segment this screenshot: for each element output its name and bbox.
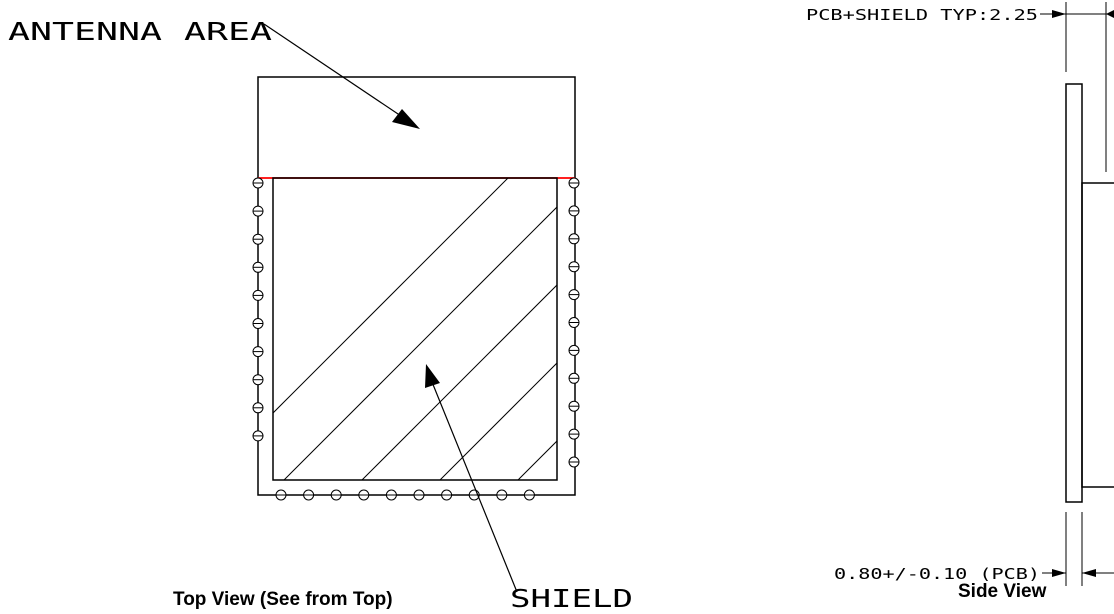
- hatch-line: [361, 284, 557, 480]
- hatch-line: [596, 178, 898, 480]
- side-pcb: [1065, 83, 1083, 503]
- antenna-leader-line: [263, 23, 405, 119]
- pcb-dimension: 0.80+/-0.10 (PCB): [834, 565, 1040, 583]
- side-view: PCB+SHIELD TYP:2.25 0.80+/-0.10 (PCB) Si…: [806, 2, 1114, 602]
- dim-arrow-bottom-right: [1082, 569, 1096, 577]
- hatch-line: [439, 362, 557, 480]
- antenna-arrowhead: [392, 109, 420, 129]
- dim-arrow-bottom-left: [1052, 569, 1066, 577]
- hatch-line: [674, 178, 976, 480]
- shield-leader-line: [431, 381, 518, 593]
- antenna-area-label: ANTENNA AREA: [8, 17, 272, 46]
- hatch-line: [517, 440, 557, 480]
- hatch-line: [283, 206, 557, 480]
- hatch-line: [273, 178, 509, 414]
- shield-hatching: [273, 178, 1054, 480]
- module-outline: [257, 76, 576, 496]
- pcb-shield-dimension: PCB+SHIELD TYP:2.25: [806, 6, 1038, 24]
- shield-label: SHIELD: [510, 584, 633, 613]
- shield-arrowhead: [425, 364, 440, 388]
- pad-row-group: [252, 177, 580, 501]
- side-view-caption: Side View: [958, 581, 1047, 602]
- top-view: ANTENNA AREA SHIELD Top View (See from T…: [8, 17, 1054, 613]
- top-view-caption: Top View (See from Top): [173, 589, 393, 610]
- dim-arrow-top-right: [1106, 10, 1114, 18]
- shield-outline: [272, 177, 558, 481]
- dim-arrow-top-left: [1052, 10, 1066, 18]
- side-shield-can: [1081, 182, 1114, 488]
- hatch-line: [752, 178, 1054, 480]
